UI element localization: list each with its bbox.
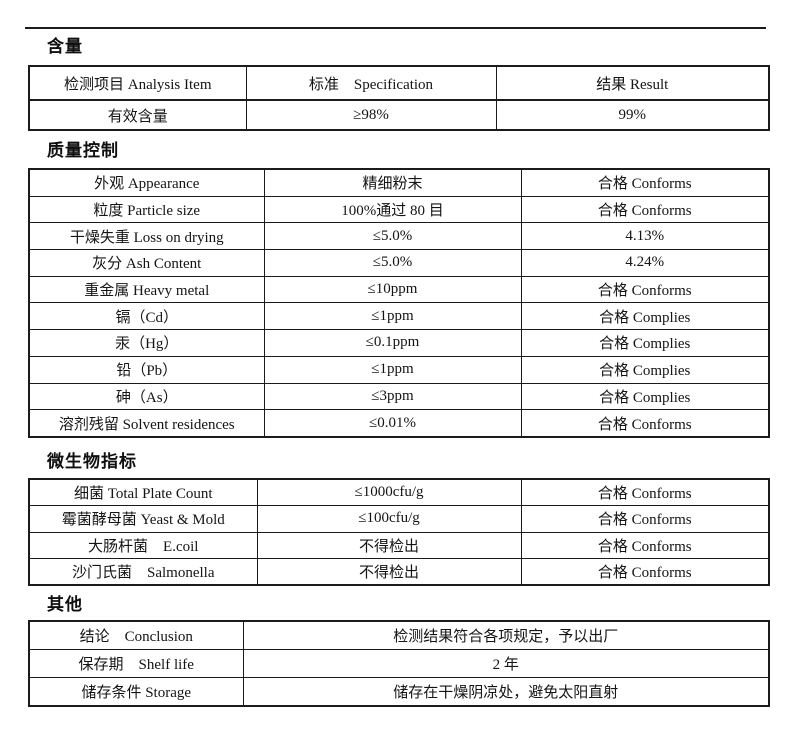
table-row: 汞（Hg） ≤0.1ppm 合格 Complies bbox=[28, 329, 770, 357]
quality-control-table: 外观 Appearance 精细粉末 合格 Conforms 粒度 Partic… bbox=[28, 168, 770, 438]
table-header-row: 检测项目 Analysis Item 标准 Specification 结果 R… bbox=[28, 65, 770, 101]
cell-spec: ≤5.0% bbox=[263, 249, 522, 277]
cell-value: 2 年 bbox=[242, 649, 770, 678]
table-row: 结论 Conclusion 检测结果符合各项规定，予以出厂 bbox=[28, 620, 770, 650]
cell-item: 结论 Conclusion bbox=[28, 620, 244, 650]
microbiology-table: 细菌 Total Plate Count ≤1000cfu/g 合格 Confo… bbox=[28, 478, 770, 587]
cell-item: 霉菌酵母菌 Yeast & Mold bbox=[28, 505, 258, 533]
cell-result: 合格 Complies bbox=[520, 382, 770, 411]
header-result: 结果 Result bbox=[495, 65, 770, 101]
table-row: 粒度 Particle size 100%通过 80 目 合格 Conforms bbox=[28, 195, 770, 224]
table-row: 砷（As） ≤3ppm 合格 Complies bbox=[28, 382, 770, 411]
cell-item: 保存期 Shelf life bbox=[28, 649, 244, 678]
section-heading-microbiology: 微生物指标 bbox=[47, 452, 137, 471]
table-row: 细菌 Total Plate Count ≤1000cfu/g 合格 Confo… bbox=[28, 478, 770, 507]
cell-spec: ≤1000cfu/g bbox=[256, 478, 522, 507]
content-table: 检测项目 Analysis Item 标准 Specification 结果 R… bbox=[28, 65, 770, 131]
cell-result: 合格 Conforms bbox=[520, 409, 770, 438]
cell-result: 99% bbox=[495, 99, 770, 131]
header-specification: 标准 Specification bbox=[245, 65, 497, 101]
cell-item: 灰分 Ash Content bbox=[28, 249, 265, 277]
cell-spec: ≤1ppm bbox=[263, 355, 522, 384]
cell-item: 沙门氏菌 Salmonella bbox=[28, 557, 258, 586]
cell-result: 合格 Conforms bbox=[520, 195, 770, 224]
cell-result: 合格 Conforms bbox=[520, 557, 770, 586]
cell-result: 4.24% bbox=[520, 249, 770, 277]
cell-item: 大肠杆菌 E.coil bbox=[28, 531, 258, 559]
cell-item: 外观 Appearance bbox=[28, 168, 265, 197]
cell-item: 砷（As） bbox=[28, 382, 265, 411]
table-row: 储存条件 Storage 储存在干燥阴凉处，避免太阳直射 bbox=[28, 677, 770, 707]
table-row: 灰分 Ash Content ≤5.0% 4.24% bbox=[28, 249, 770, 277]
table-row: 沙门氏菌 Salmonella 不得检出 合格 Conforms bbox=[28, 557, 770, 586]
cell-item: 干燥失重 Loss on drying bbox=[28, 222, 265, 251]
cell-result: 合格 Conforms bbox=[520, 275, 770, 304]
table-row: 外观 Appearance 精细粉末 合格 Conforms bbox=[28, 168, 770, 197]
cell-spec: ≤1ppm bbox=[263, 302, 522, 331]
table-row: 重金属 Heavy metal ≤10ppm 合格 Conforms bbox=[28, 275, 770, 304]
cell-value: 储存在干燥阴凉处，避免太阳直射 bbox=[242, 677, 770, 707]
cell-result: 合格 Conforms bbox=[520, 531, 770, 559]
table-row: 保存期 Shelf life 2 年 bbox=[28, 649, 770, 678]
cell-spec: 100%通过 80 目 bbox=[263, 195, 522, 224]
section-heading-other: 其他 bbox=[47, 595, 83, 614]
section-heading-quality-control: 质量控制 bbox=[47, 141, 119, 160]
table-row: 溶剂残留 Solvent residences ≤0.01% 合格 Confor… bbox=[28, 409, 770, 438]
table-row: 干燥失重 Loss on drying ≤5.0% 4.13% bbox=[28, 222, 770, 251]
cell-item: 粒度 Particle size bbox=[28, 195, 265, 224]
cell-spec: ≤0.01% bbox=[263, 409, 522, 438]
cell-item: 汞（Hg） bbox=[28, 329, 265, 357]
cell-result: 合格 Conforms bbox=[520, 478, 770, 507]
cell-result: 合格 Conforms bbox=[520, 505, 770, 533]
table-row: 铅（Pb） ≤1ppm 合格 Complies bbox=[28, 355, 770, 384]
header-analysis-item: 检测项目 Analysis Item bbox=[28, 65, 247, 101]
cell-spec: ≤10ppm bbox=[263, 275, 522, 304]
cell-result: 合格 Complies bbox=[520, 302, 770, 331]
table-row: 有效含量 ≥98% 99% bbox=[28, 99, 770, 131]
cell-item: 铅（Pb） bbox=[28, 355, 265, 384]
table-row: 大肠杆菌 E.coil 不得检出 合格 Conforms bbox=[28, 531, 770, 559]
cell-result: 合格 Complies bbox=[520, 329, 770, 357]
cell-item: 镉（Cd） bbox=[28, 302, 265, 331]
top-horizontal-rule bbox=[25, 27, 766, 29]
cell-result: 合格 Conforms bbox=[520, 168, 770, 197]
cell-item: 储存条件 Storage bbox=[28, 677, 244, 707]
cell-spec: ≤100cfu/g bbox=[256, 505, 522, 533]
cell-item: 重金属 Heavy metal bbox=[28, 275, 265, 304]
cell-spec: ≤3ppm bbox=[263, 382, 522, 411]
cell-spec: ≤0.1ppm bbox=[263, 329, 522, 357]
cell-result: 4.13% bbox=[520, 222, 770, 251]
other-info-table: 结论 Conclusion 检测结果符合各项规定，予以出厂 保存期 Shelf … bbox=[28, 620, 770, 707]
cell-spec: 不得检出 bbox=[256, 557, 522, 586]
cell-item: 溶剂残留 Solvent residences bbox=[28, 409, 265, 438]
cell-result: 合格 Complies bbox=[520, 355, 770, 384]
cell-item: 细菌 Total Plate Count bbox=[28, 478, 258, 507]
table-row: 镉（Cd） ≤1ppm 合格 Complies bbox=[28, 302, 770, 331]
cell-spec: ≥98% bbox=[245, 99, 497, 131]
cell-value: 检测结果符合各项规定，予以出厂 bbox=[242, 620, 770, 650]
cell-spec: 不得检出 bbox=[256, 531, 522, 559]
section-heading-content: 含量 bbox=[47, 37, 83, 56]
table-row: 霉菌酵母菌 Yeast & Mold ≤100cfu/g 合格 Conforms bbox=[28, 505, 770, 533]
cell-spec: ≤5.0% bbox=[263, 222, 522, 251]
cell-spec: 精细粉末 bbox=[263, 168, 522, 197]
cell-item: 有效含量 bbox=[28, 99, 247, 131]
